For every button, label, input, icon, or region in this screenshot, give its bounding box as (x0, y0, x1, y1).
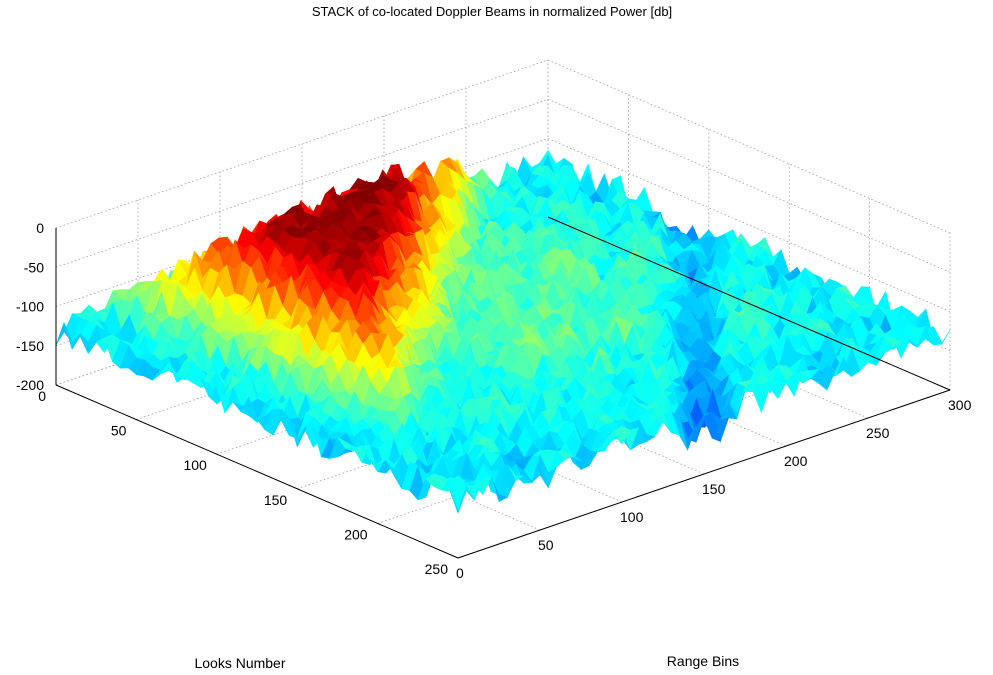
grid-line (547, 98, 951, 273)
y-axis-label: Looks Number (194, 655, 285, 671)
grid-line (547, 138, 951, 312)
x-axis-label: Range Bins (667, 653, 739, 669)
z-tick-label: -200 (16, 377, 44, 393)
x-axis-line (457, 389, 951, 559)
y-axis-line (55, 384, 459, 559)
grid-line (55, 98, 549, 268)
y-tick-label: 150 (264, 492, 288, 508)
x-tick-label: 100 (620, 509, 644, 525)
z-tick-label: 0 (36, 220, 44, 236)
x-tick-label: 200 (784, 453, 808, 469)
y-tick-label: 100 (183, 457, 207, 473)
x-tick-label: 250 (866, 425, 890, 441)
z-tick-label: -150 (16, 338, 44, 354)
z-tick-label: -50 (24, 259, 44, 275)
z-tick-label: -100 (16, 299, 44, 315)
grid-line (547, 59, 951, 234)
surface-mesh (55, 149, 951, 514)
y-tick-label: 250 (425, 561, 449, 577)
x-tick-label: 150 (702, 481, 726, 497)
x-tick-label: 300 (948, 397, 972, 413)
grid-line (55, 59, 549, 229)
y-tick-label: 200 (344, 526, 368, 542)
axes-frame (55, 216, 951, 559)
grid-line (55, 138, 549, 307)
tick-labels: 0 50 100 150 200 250 300 0 50 100 150 200 250 0 -50 -10… (16, 220, 972, 581)
chart-title: STACK of co-located Doppler Beams in nor… (312, 4, 672, 19)
floor-edge-line (547, 216, 951, 391)
x-tick-label: 50 (538, 537, 554, 553)
x-tick-label: 0 (456, 565, 464, 581)
surface-cell (449, 490, 467, 514)
y-tick-label: 0 (38, 388, 46, 404)
y-tick-label: 50 (111, 423, 127, 439)
